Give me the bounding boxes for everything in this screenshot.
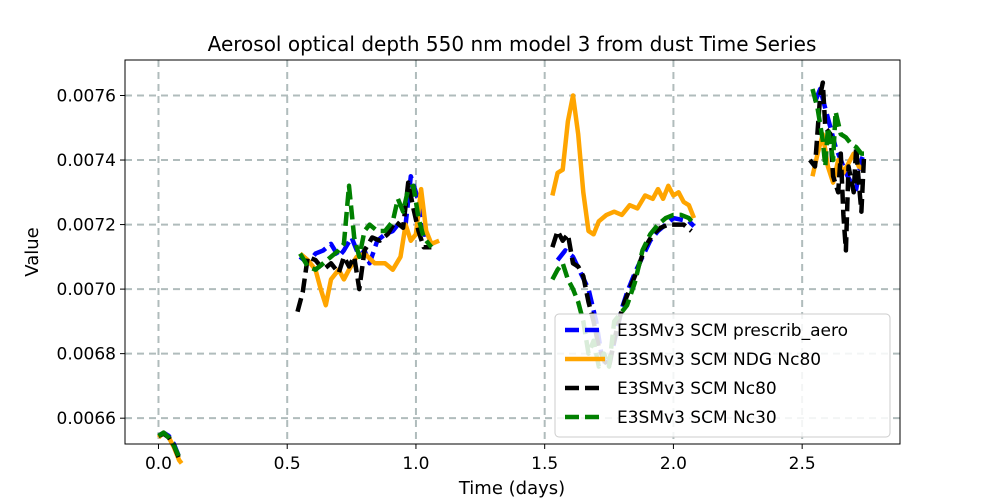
- legend: E3SMv3 SCM prescrib_aero E3SMv3 SCM NDG N…: [554, 313, 891, 438]
- y-tick-label: 0.0074: [57, 151, 116, 171]
- x-axis-label: Time (days): [458, 478, 565, 499]
- tick-layer: 0.0 0.5 1.0 1.5 2.0 2.5 0.0066 0.0068 0.0070 0.00…: [57, 86, 816, 474]
- legend-label-e3smv3-scm-nc30: E3SMv3 SCM Nc30: [617, 408, 777, 428]
- series-line-e3smv3-scm-nc30-segment-1: [157, 430, 183, 460]
- chart-title: Aerosol optical depth 550 nm model 3 fro…: [208, 32, 817, 56]
- grid-layer: [125, 60, 900, 444]
- series-line-e3smv3-scm-nc80-segment-4: [808, 80, 867, 253]
- plot-frame: [124, 59, 901, 445]
- series-line-e3smv3-scm-nc30-segment-4: [810, 88, 864, 169]
- legend-label-e3smv3-scm-ndg-nc80: E3SMv3 SCM NDG Nc80: [617, 350, 821, 370]
- y-tick-label: 0.0068: [57, 345, 116, 365]
- x-tick-label: 1.5: [531, 454, 558, 474]
- series-line-e3smv3-scm-nc30-segment-2: [298, 183, 434, 272]
- legend-box: [554, 313, 891, 438]
- x-tick-label: 2.5: [789, 454, 816, 474]
- x-tick-label: 1.0: [402, 454, 429, 474]
- series-line-e3smv3-scm-ndg-nc80-segment-3: [550, 93, 697, 237]
- legend-label-e3smv3-scm-nc80: E3SMv3 SCM Nc80: [617, 379, 777, 399]
- y-axis-label: Value: [22, 227, 43, 276]
- x-tick-label: 2.0: [660, 454, 687, 474]
- y-tick-label: 0.0066: [57, 409, 116, 429]
- series-layer: [156, 80, 867, 465]
- y-tick-label: 0.0070: [57, 280, 116, 300]
- y-tick-label: 0.0076: [57, 86, 116, 106]
- y-tick-label: 0.0072: [57, 216, 116, 236]
- x-tick-label: 0.0: [145, 454, 172, 474]
- x-tick-label: 0.5: [274, 454, 301, 474]
- legend-label-e3smv3-scm-prescrib-aero: E3SMv3 SCM prescrib_aero: [617, 321, 848, 341]
